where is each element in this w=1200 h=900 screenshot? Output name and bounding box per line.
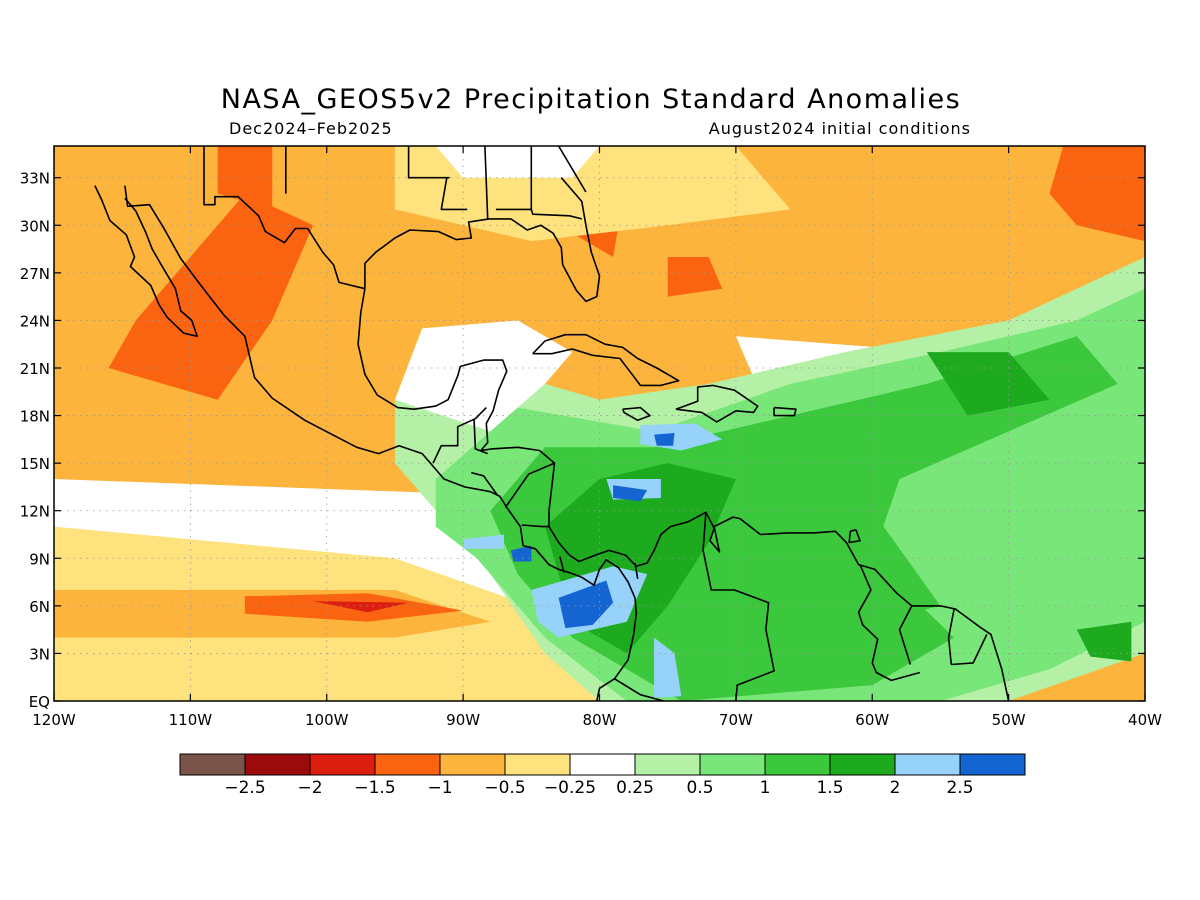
coastline — [364, 177, 601, 303]
colorbar-label: −0.25 — [544, 778, 596, 798]
coastline — [530, 209, 582, 220]
colorbar-label: 2 — [890, 778, 901, 798]
coastlines-and-borders — [94, 146, 1010, 701]
coastline — [848, 528, 861, 544]
lat-tick-label: 18N — [20, 408, 50, 426]
colorbar-label: 0.25 — [616, 778, 654, 798]
colorbar-swatch — [959, 753, 1026, 776]
coastline — [432, 407, 487, 464]
lon-tick-label: 80W — [583, 711, 617, 729]
coastline — [471, 471, 498, 496]
lat-tick-label: 9N — [29, 550, 50, 568]
map-title: NASA_GEOS5v2 Precipitation Standard Anom… — [220, 84, 962, 115]
lat-tick-label: 33N — [20, 170, 50, 188]
anomaly-field — [54, 146, 1145, 701]
lat-tick-label: 24N — [20, 312, 50, 330]
colorbar-swatch — [634, 753, 701, 776]
coastline — [473, 418, 488, 455]
colorbar-swatch — [894, 753, 961, 776]
colorbar-swatch — [244, 753, 311, 776]
colorbar: −2.5 −2 −1.5 −1 −0.5 −0.25 0.25 0.5 1 1.5 2 2.5 — [179, 753, 1026, 798]
coastline — [773, 406, 797, 417]
lon-tick-label: 50W — [992, 711, 1026, 729]
colorbar-label: 1.5 — [816, 778, 843, 798]
anomaly-region — [708, 510, 941, 638]
lon-tick-label: 70W — [719, 711, 753, 729]
colorbar-swatch — [569, 753, 636, 776]
lon-tick-label: 90W — [446, 711, 480, 729]
coastline — [898, 605, 913, 665]
colorbar-label: −2 — [297, 778, 322, 798]
coastline — [559, 556, 565, 573]
colorbar-swatch — [504, 753, 571, 776]
coastline — [94, 185, 198, 338]
coastline — [557, 146, 587, 193]
anomaly-region — [435, 146, 600, 178]
colorbar-label: 1 — [760, 778, 771, 798]
lat-tick-label: 21N — [20, 360, 50, 378]
anomaly-region — [926, 352, 1050, 416]
lat-tick-label: 27N — [20, 265, 50, 283]
lon-tick-label: 40W — [1128, 711, 1162, 729]
lat-tick-label: 3N — [29, 645, 50, 663]
anomaly-region — [394, 320, 573, 440]
colorbar-label: −0.5 — [484, 778, 525, 798]
colorbar-label: −2.5 — [224, 778, 265, 798]
lon-tick-label: 110W — [169, 711, 213, 729]
colorbar-label: −1 — [427, 778, 452, 798]
lat-tick-label: EQ — [29, 693, 50, 711]
coastline — [675, 384, 759, 423]
lat-tick-label: 15N — [20, 455, 50, 473]
coastline — [621, 406, 651, 422]
anomaly-region — [1049, 146, 1145, 242]
coastline — [484, 146, 489, 219]
coastline — [407, 146, 450, 179]
anomaly-region — [654, 433, 675, 446]
anomaly-region — [667, 257, 723, 297]
colorbar-swatch — [699, 753, 766, 776]
coastline — [521, 524, 549, 528]
coastline — [440, 177, 468, 211]
anomaly-region — [313, 601, 409, 613]
initial-conditions: August2024 initial conditions — [708, 119, 971, 138]
forecast-period: Dec2024–Feb2025 — [229, 119, 393, 138]
coastline — [532, 333, 680, 387]
anomaly-region — [1076, 621, 1132, 662]
lon-tick-label: 120W — [32, 711, 76, 729]
colorbar-swatch — [439, 753, 506, 776]
colorbar-label: 2.5 — [946, 778, 973, 798]
coastline — [857, 564, 921, 682]
coastline — [702, 512, 775, 701]
anomaly-region — [613, 485, 648, 502]
colorbar-swatch — [309, 753, 376, 776]
anomaly-region — [108, 193, 314, 400]
coastline — [357, 288, 1010, 701]
colorbar-swatch — [764, 753, 831, 776]
lat-tick-label: 12N — [20, 503, 50, 521]
anomaly-region — [654, 637, 682, 698]
coastline — [203, 146, 366, 290]
lat-tick-label: 6N — [29, 598, 50, 616]
anomaly-region — [463, 534, 504, 549]
axis-ticks: 120W 110W 100W 90W 80W 70W 60W 50W 40W EQ 3N 6N 9N 12… — [20, 146, 1162, 729]
lon-tick-label: 60W — [855, 711, 889, 729]
colorbar-swatch — [179, 753, 246, 776]
colorbar-swatch — [374, 753, 441, 776]
lon-tick-label: 100W — [305, 711, 349, 729]
coastline — [504, 462, 555, 508]
coastline — [947, 608, 955, 665]
colorbar-label: 0.5 — [686, 778, 713, 798]
coastline — [951, 634, 988, 666]
coastline — [124, 185, 638, 701]
anomaly-region — [217, 146, 273, 210]
anomaly-region — [558, 580, 614, 629]
coastline — [634, 562, 639, 580]
anomaly-region — [510, 545, 532, 562]
colorbar-label: −1.5 — [354, 778, 395, 798]
coastline — [614, 678, 664, 701]
lat-tick-label: 30N — [20, 217, 50, 235]
colorbar-swatch — [829, 753, 896, 776]
